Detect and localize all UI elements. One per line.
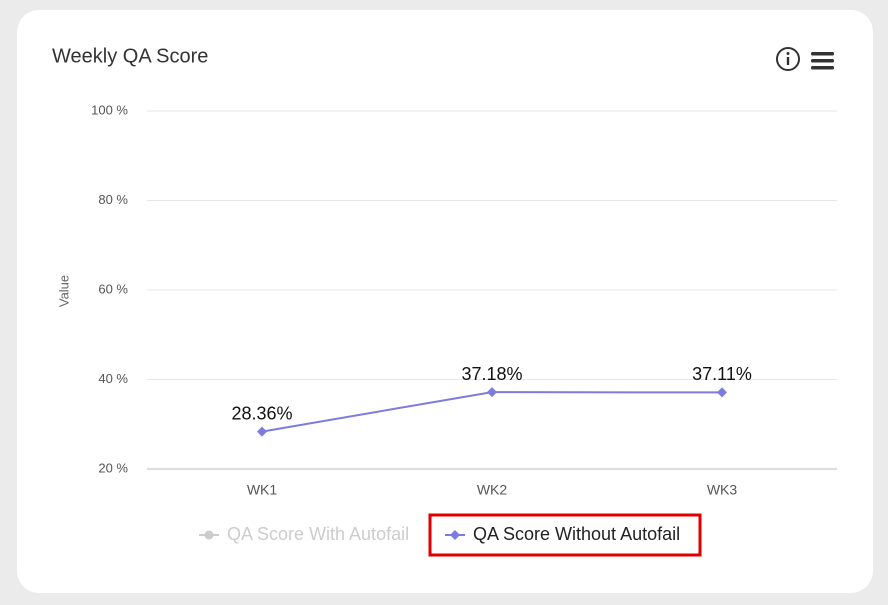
x-tick-label: WK1: [247, 482, 278, 498]
data-label: 37.11%: [692, 364, 752, 384]
legend-marker: [450, 530, 460, 540]
point: [487, 387, 497, 398]
chart-title: Weekly QA Score: [52, 45, 208, 67]
x-tick-label: WK2: [477, 482, 508, 498]
y-tick-label: 100 %: [91, 102, 128, 117]
menu-button[interactable]: [811, 52, 834, 70]
y-axis-title: Value: [56, 275, 71, 307]
legend-marker: [204, 530, 214, 540]
y-tick-label: 40 %: [98, 371, 128, 386]
y-tick-label: 80 %: [98, 192, 128, 207]
data-label: 37.18%: [461, 364, 522, 384]
highlight-box: [428, 513, 702, 557]
y-tick-label: 20 %: [98, 460, 128, 475]
legend-label[interactable]: QA Score With Autofail: [227, 524, 409, 544]
data-label: 28.36%: [231, 403, 292, 423]
card: [17, 10, 873, 593]
point: [717, 387, 727, 398]
point: [257, 426, 267, 437]
info-button[interactable]: [776, 47, 800, 71]
legend-label[interactable]: QA Score Without Autofail: [473, 524, 680, 544]
x-tick-label: WK3: [707, 482, 738, 498]
y-tick-label: 60 %: [98, 281, 128, 296]
